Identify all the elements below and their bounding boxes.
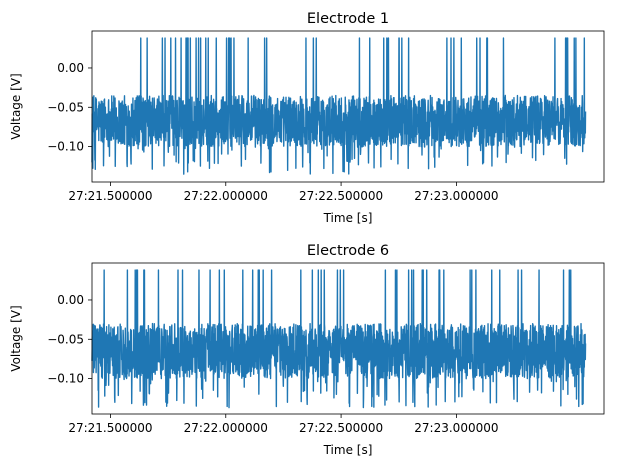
x-axis-label: Time [s] [323, 443, 373, 457]
y-axis-label: Voltage [V] [9, 305, 23, 371]
x-tick-label: 27:21.500000 [68, 189, 152, 203]
y-tick-label: −0.05 [47, 332, 84, 346]
y-axis-label: Voltage [V] [9, 73, 23, 139]
x-axis-label: Time [s] [323, 211, 373, 225]
x-tick-label: 27:22.000000 [184, 189, 268, 203]
y-tick-label: −0.10 [47, 140, 84, 154]
electrode-1-chart: Electrode 1 27:21.500000 27:22.000000 27:2… [9, 11, 605, 225]
x-tick-label: 27:22.500000 [299, 189, 383, 203]
y-tick-label: −0.10 [47, 372, 84, 386]
y-tick-label: 0.00 [57, 293, 84, 307]
voltage-trace [91, 269, 587, 409]
y-tick-label: 0.00 [57, 61, 84, 75]
chart-title: Electrode 1 [307, 11, 389, 27]
electrode-6-chart: Electrode 6 27:21.500000 27:22.000000 27:2… [9, 243, 605, 457]
x-tick-label: 27:23.000000 [414, 189, 498, 203]
x-tick-label: 27:22.000000 [184, 421, 268, 435]
x-tick-label: 27:22.500000 [299, 421, 383, 435]
voltage-trace [91, 37, 587, 175]
y-tick-label: −0.05 [47, 100, 84, 114]
x-tick-label: 27:21.500000 [68, 421, 152, 435]
x-tick-label: 27:23.000000 [414, 421, 498, 435]
plot-frame [91, 30, 605, 183]
plot-frame [91, 262, 605, 415]
chart-title: Electrode 6 [307, 243, 389, 259]
